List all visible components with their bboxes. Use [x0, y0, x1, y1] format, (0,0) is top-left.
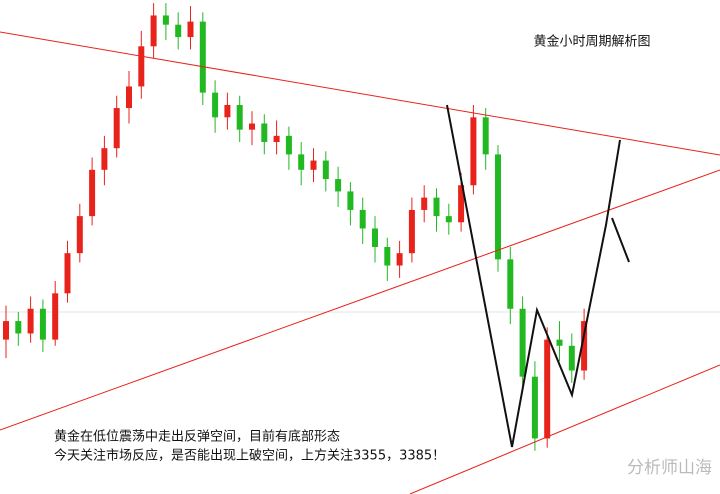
candle-body	[27, 308, 34, 334]
candle-body	[531, 376, 538, 439]
annotation: 今天关注市场反应，是否能出现上破空间，上方关注3355，3385！	[54, 448, 445, 464]
candle-body	[3, 321, 9, 340]
candles	[3, 3, 588, 451]
candle-body	[175, 24, 182, 38]
candle-body	[138, 46, 145, 87]
candle-body	[310, 160, 317, 170]
candle-body	[359, 209, 366, 229]
trend-line	[0, 169, 720, 431]
candle-body	[519, 308, 526, 377]
candle-body	[581, 321, 588, 371]
pattern-line	[446, 104, 621, 448]
candle-body	[347, 191, 354, 210]
candle-body	[482, 117, 489, 155]
candle-body	[568, 345, 575, 371]
candle-body	[285, 135, 292, 155]
candle-body	[187, 21, 194, 38]
candle-body	[322, 160, 329, 180]
candle-body	[495, 154, 501, 260]
candle-body	[335, 179, 342, 192]
candle-body	[273, 135, 280, 143]
chart-title: 黄金小时周期解析图	[533, 34, 650, 50]
candle-body	[470, 117, 477, 186]
watermark: 分析师山海	[627, 458, 712, 478]
candle-body	[39, 308, 46, 340]
pattern-line	[611, 217, 630, 263]
candle-body	[556, 339, 563, 346]
candle-body	[224, 104, 231, 118]
candle-body	[113, 108, 120, 149]
candle-body	[433, 197, 440, 217]
candle-body	[372, 228, 378, 247]
candle-body	[421, 197, 428, 210]
candle-body	[261, 123, 268, 143]
candle-body	[64, 253, 71, 294]
candle-body	[249, 123, 255, 130]
candle-body	[76, 216, 83, 254]
candle-body	[458, 185, 465, 223]
annotation: 黄金在低位震荡中走出反弹空间，目前有底部形态	[54, 429, 340, 445]
candle-body	[384, 247, 391, 266]
candle-body	[544, 339, 551, 439]
candle-body	[199, 21, 206, 93]
candle-body	[126, 86, 132, 109]
candle-body	[89, 169, 96, 217]
candle-body	[101, 148, 108, 170]
candle-body	[507, 259, 514, 309]
candle-body	[162, 15, 169, 25]
candle-body	[150, 15, 157, 47]
candle-body	[15, 321, 22, 334]
candle-body	[52, 293, 59, 340]
candle-body	[396, 253, 403, 266]
candle-body	[236, 104, 243, 130]
candle-body	[212, 92, 219, 118]
candle-body	[298, 154, 305, 170]
candle-body	[408, 209, 415, 254]
trend-line	[409, 364, 720, 494]
candle-body	[445, 216, 452, 223]
trend-line	[0, 31, 720, 156]
